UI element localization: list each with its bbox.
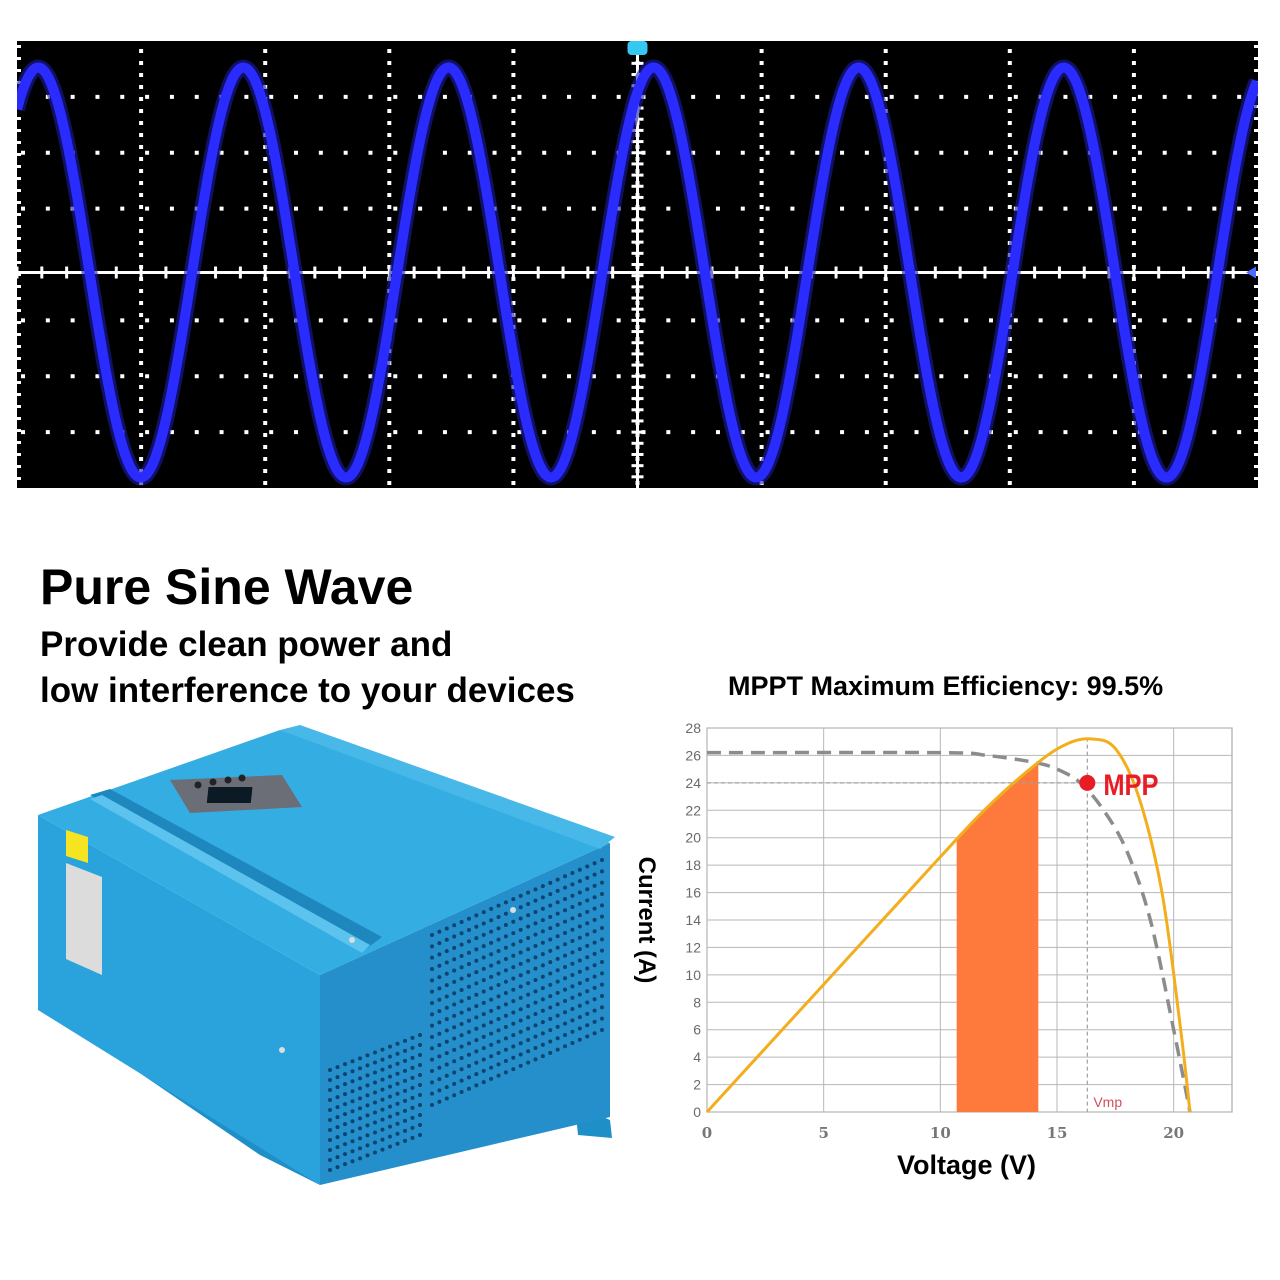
sine-wave-trace: [17, 41, 1258, 488]
svg-text:2: 2: [693, 1077, 701, 1093]
svg-text:10: 10: [930, 1124, 951, 1142]
mppt-chart: 0 2 4 6 8 10 12 14 16 18 20 22 24 26 28 0 5 10 15 20 MPP Vmp: [620, 715, 1260, 1190]
svg-text:14: 14: [685, 912, 701, 928]
oscilloscope-screen: [17, 41, 1258, 488]
svg-text:12: 12: [685, 939, 701, 955]
x-axis-label: Voltage (V): [897, 1150, 1037, 1180]
product-image: [30, 725, 620, 1185]
mpp-point: [1079, 774, 1096, 791]
svg-text:28: 28: [685, 720, 701, 736]
svg-text:6: 6: [693, 1022, 701, 1038]
chart-title: MPPT Maximum Efficiency: 99.5%: [728, 671, 1164, 701]
svg-text:18: 18: [685, 857, 701, 873]
spec-label: [66, 863, 102, 975]
headline: Pure Sine Wave: [40, 559, 414, 615]
svg-text:5: 5: [818, 1124, 828, 1142]
svg-text:MPP: MPP: [1103, 768, 1158, 801]
svg-text:15: 15: [1047, 1124, 1068, 1142]
subline-2: low interference to your devices: [40, 671, 575, 710]
svg-text:20: 20: [685, 830, 701, 846]
svg-text:0: 0: [702, 1124, 712, 1142]
svg-text:4: 4: [693, 1049, 701, 1065]
svg-text:24: 24: [685, 775, 701, 791]
lcd-display: [206, 787, 253, 803]
svg-text:22: 22: [685, 802, 701, 818]
svg-text:26: 26: [685, 747, 701, 763]
svg-text:0: 0: [693, 1104, 701, 1120]
subline-1: Provide clean power and: [40, 625, 453, 664]
svg-text:Vmp: Vmp: [1093, 1094, 1122, 1110]
warning-label: [66, 830, 88, 863]
trigger-marker-icon: [627, 41, 648, 55]
svg-text:16: 16: [685, 885, 701, 901]
svg-text:8: 8: [693, 994, 701, 1010]
front-panel: [320, 843, 610, 1185]
side-panel: [38, 815, 320, 1185]
svg-text:20: 20: [1163, 1124, 1184, 1142]
svg-text:10: 10: [685, 967, 701, 983]
